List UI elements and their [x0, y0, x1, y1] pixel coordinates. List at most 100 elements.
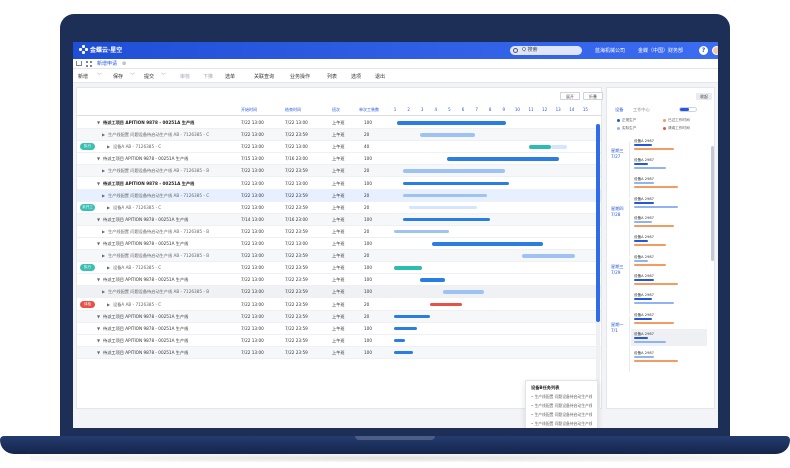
- gantt-bar[interactable]: [447, 157, 559, 161]
- home-icon[interactable]: [76, 61, 82, 66]
- gantt-bar[interactable]: [394, 338, 406, 343]
- table-row[interactable]: ▶ 生产线配置 问题设备待启动生产线 AB - 7126385 - C 7/22 1…: [77, 129, 601, 142]
- table-row[interactable]: ▼ 待派工项目 APITION 9878 - 00251A 生产线 7/22 13:…: [77, 117, 601, 129]
- gantt-bar[interactable]: [397, 121, 506, 125]
- toolbar-select-button[interactable]: 选单: [225, 74, 236, 80]
- toolbar-push-button[interactable]: 下推: [203, 74, 214, 80]
- scrollbar-thumb[interactable]: [596, 124, 600, 322]
- toolbar-save-button[interactable]: 保存: [113, 74, 124, 80]
- gantt-bar[interactable]: [402, 193, 487, 198]
- expand-arrow-icon[interactable]: ▶: [102, 289, 106, 295]
- table-row[interactable]: 执行 ▶ 设备A AB - 7126385 - C 7/22 13:00 7/22 23…: [77, 262, 601, 275]
- expand-arrow-icon[interactable]: ▼: [97, 241, 101, 246]
- table-row[interactable]: ▼ 待派工项目 APITION 9878 - 00251A 生产线 7/15 13:…: [77, 153, 601, 166]
- toolbar-related-query-button[interactable]: 关联查询: [254, 74, 275, 80]
- table-row[interactable]: ▼ 待派工项目 APITION 9878 - 00251A 生产线 7/22 13:…: [77, 274, 601, 287]
- tab-current[interactable]: 新增申请: [97, 61, 118, 67]
- side-resource-item[interactable]: 设备A 2987: [634, 158, 679, 174]
- side-resource-item[interactable]: 设备A 2987: [634, 293, 679, 309]
- vertical-scrollbar[interactable]: [596, 124, 600, 409]
- tooltip-item[interactable]: • 生产线配置 问题设备待启动生产线 AB -: [531, 403, 592, 408]
- table-row[interactable]: ▶ 生产线配置 问题设备待启动生产线 AB - 7126385 - B 7/22 1…: [77, 226, 601, 238]
- side-resource-item[interactable]: 设备A 2987: [634, 216, 679, 232]
- table-row[interactable]: ▼ 待派工项目 APITION 9878 - 00251A 生产线 7/22 13:…: [77, 323, 601, 335]
- apps-grid-icon[interactable]: [86, 61, 92, 67]
- table-row[interactable]: 待检 ▶ 设备A AB - 7126385 - C 7/22 13:00 7/22 23…: [77, 299, 601, 311]
- gantt-bar[interactable]: [402, 217, 490, 222]
- table-row[interactable]: ▶ 生产线配置 问题设备待启动生产线 AB - 7126385 - B 7/22 1…: [77, 286, 601, 299]
- expand-arrow-icon[interactable]: ▶: [102, 168, 106, 174]
- toolbar-list-button[interactable]: 列表: [327, 74, 338, 80]
- close-icon[interactable]: ⊗: [122, 61, 127, 67]
- gantt-bar[interactable]: [432, 242, 543, 246]
- gantt-bar[interactable]: [409, 205, 478, 210]
- table-row[interactable]: ▼ 待派工项目 APITION 9878 - 00251A 生产线 7/22 13:…: [77, 310, 601, 323]
- table-row[interactable]: 未开工 ▶ 设备A AB - 7126385 - C 7/22 13:00 7/22 2…: [77, 202, 601, 214]
- tooltip-item[interactable]: • 生产线配置 问题设备待启动生产线 AB -: [531, 394, 592, 399]
- table-row[interactable]: ▶ 生产线配置 问题设备待启动生产线 AB - 7126385 - B 7/22 1…: [77, 165, 601, 178]
- expand-arrow-icon[interactable]: ▼: [97, 313, 101, 319]
- side-resource-item[interactable]: 设备A 2987: [634, 197, 679, 213]
- chevron-down-icon[interactable]: ﹀: [97, 73, 103, 79]
- gantt-bar[interactable]: [394, 314, 430, 319]
- side-resource-item[interactable]: 设备A 2987: [634, 351, 679, 367]
- expand-arrow-icon[interactable]: ▼: [97, 216, 101, 222]
- toolbar-submit-button[interactable]: 提交: [144, 74, 155, 80]
- table-row[interactable]: 执行 ▶ 设备A AB - 7126385 - C 7/22 13:00 7/22 13…: [77, 141, 601, 154]
- search-input[interactable]: Q 搜索: [510, 46, 582, 55]
- chevron-down-icon[interactable]: ﹀: [130, 73, 136, 79]
- expand-arrow-icon[interactable]: ▶: [102, 192, 106, 198]
- table-row[interactable]: ▼ 待派工项目 APITION 9878 - 00251A 生产线 7/14 13:…: [77, 213, 601, 226]
- tab-work-center[interactable]: 工作中心: [633, 107, 650, 112]
- collapse-button[interactable]: 折叠: [583, 92, 603, 100]
- view-toggle[interactable]: [679, 107, 697, 112]
- table-row[interactable]: ▶ 生产线配置 问题设备待启动生产线 AB - 7126385 - B 7/22 1…: [77, 250, 601, 263]
- tooltip-item[interactable]: • 生产线配置 问题设备待启动生产线 AB -: [531, 412, 592, 417]
- expand-arrow-icon[interactable]: ▼: [97, 349, 101, 355]
- table-row[interactable]: ▼ 待派工项目 APITION 9878 - 00251A 生产线 7/22 13:…: [77, 238, 601, 250]
- gantt-bar[interactable]: [420, 278, 445, 282]
- side-resource-item[interactable]: 设备A 2987: [634, 255, 679, 271]
- expand-arrow-icon[interactable]: ▼: [97, 325, 101, 331]
- expand-arrow-icon[interactable]: ▼: [97, 180, 101, 186]
- expand-arrow-icon[interactable]: ▶: [107, 144, 111, 150]
- app-logo[interactable]: 金蝶云·星空: [79, 45, 122, 54]
- side-resource-item[interactable]: 设备A 2987: [634, 235, 679, 251]
- side-resource-item[interactable]: 设备A 2987: [634, 177, 679, 193]
- toolbar-options-button[interactable]: 选项: [351, 74, 362, 80]
- expand-arrow-icon[interactable]: ▶: [107, 204, 111, 210]
- gantt-bar[interactable]: [394, 350, 414, 355]
- side-collapse-button[interactable]: 收起: [696, 93, 712, 100]
- expand-arrow-icon[interactable]: ▼: [97, 337, 101, 343]
- gantt-bar[interactable]: [550, 145, 568, 149]
- tab-device[interactable]: 设备: [615, 107, 624, 112]
- user-name[interactable]: 金蝶（中国）财务部: [638, 48, 684, 54]
- expand-arrow-icon[interactable]: ▶: [102, 253, 106, 259]
- expand-arrow-icon[interactable]: ▶: [102, 132, 106, 138]
- table-row[interactable]: ▶ 生产线配置 问题设备待启动生产线 AB - 7126385 - C 7/22 1…: [77, 189, 601, 202]
- expand-arrow-icon[interactable]: ▶: [102, 228, 106, 234]
- side-resource-item[interactable]: 设备A 2987: [634, 313, 679, 329]
- org-name[interactable]: 蓝海机械公司: [595, 48, 626, 54]
- table-row[interactable]: ▼ 待派工项目 APITION 9878 - 00251A 生产线 7/22 13:…: [77, 346, 601, 359]
- gantt-bar[interactable]: [529, 145, 551, 149]
- gantt-bar[interactable]: [429, 302, 463, 306]
- gantt-bar[interactable]: [402, 169, 505, 173]
- expand-arrow-icon[interactable]: ▼: [97, 156, 101, 162]
- gantt-bar[interactable]: [402, 181, 509, 185]
- expand-arrow-icon[interactable]: ▼: [97, 277, 101, 283]
- table-row[interactable]: ▼ 待派工项目 APITION 9878 - 00251A 生产线 7/22 13:…: [77, 335, 601, 347]
- chevron-down-icon[interactable]: ﹀: [161, 73, 167, 79]
- side-resource-item[interactable]: 设备A 2987: [634, 332, 679, 348]
- table-row[interactable]: ▼ 待派工项目 APITION 9878 - 00251A 生产线 7/22 13:…: [77, 178, 601, 190]
- toolbar-new-button[interactable]: 新增: [78, 74, 89, 80]
- tooltip-item[interactable]: • 生产线配置 问题设备待启动生产线 AB -: [531, 421, 592, 426]
- side-resource-item[interactable]: 设备A 2987: [634, 274, 679, 290]
- gantt-bar[interactable]: [394, 229, 449, 234]
- toolbar-audit-button[interactable]: 审核: [180, 74, 191, 80]
- expand-arrow-icon[interactable]: ▶: [107, 265, 111, 271]
- expand-arrow-icon[interactable]: ▶: [107, 301, 111, 307]
- gantt-bar[interactable]: [443, 290, 485, 294]
- avatar[interactable]: [712, 46, 718, 55]
- gantt-bar[interactable]: [522, 254, 576, 258]
